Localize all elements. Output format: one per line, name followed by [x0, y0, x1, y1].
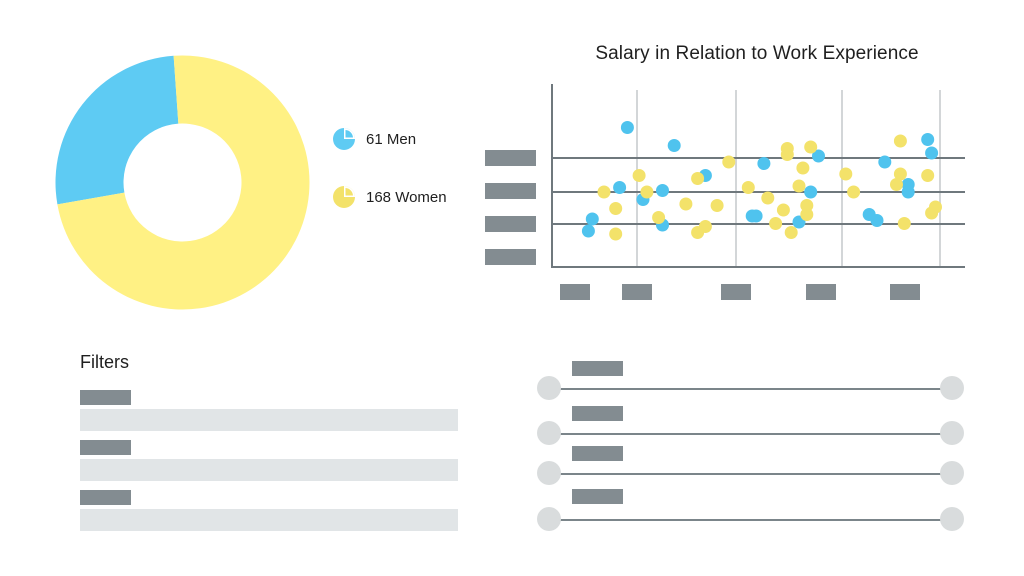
scatter-point-women [609, 227, 623, 241]
scatter-point-women [776, 203, 790, 217]
range-slider[interactable] [537, 507, 964, 533]
y-tick-label-placeholder [485, 216, 536, 232]
scatter-point-men [745, 209, 759, 223]
donut-slice-men [55, 55, 179, 205]
scatter-point-men [613, 181, 627, 194]
filter-input-field[interactable] [80, 409, 458, 431]
y-tick-label-placeholder [485, 183, 536, 199]
scatter-point-men [581, 224, 595, 238]
pie-icon [333, 186, 355, 208]
slider-min-handle[interactable] [537, 376, 561, 400]
filters-title: Filters [80, 352, 129, 372]
scatter-point-women [784, 226, 798, 239]
donut-slice-women [57, 55, 310, 310]
scatter-point-women [800, 208, 814, 221]
legend-women-label: 168 Women [366, 188, 447, 206]
slider-max-handle[interactable] [940, 461, 964, 485]
range-slider[interactable] [537, 376, 964, 402]
slider-track[interactable] [549, 388, 952, 390]
scatter-point-men [656, 184, 669, 197]
filter-input-field[interactable] [80, 459, 458, 481]
range-slider[interactable] [537, 461, 964, 487]
scatter-point-women [761, 191, 775, 205]
scatter-point-women [780, 148, 794, 161]
y-tick-label-placeholder [485, 150, 536, 166]
scatter-point-men [878, 155, 892, 169]
pie-icon [333, 128, 355, 150]
slider-label-placeholder [572, 361, 623, 376]
legend-men-label: 61 Men [366, 130, 417, 148]
legend-men: 61 Men [332, 127, 416, 151]
x-tick-label-placeholder [806, 284, 836, 300]
scatter-point-women [597, 185, 611, 199]
scatter-point-women [741, 181, 755, 194]
scatter-point-women [890, 178, 903, 191]
slider-label-placeholder [572, 489, 623, 504]
slider-max-handle[interactable] [940, 421, 964, 445]
scatter-point-women [839, 167, 853, 181]
filter-label-placeholder [80, 490, 131, 505]
scatter-point-women [792, 179, 806, 193]
x-tick-label-placeholder [622, 284, 652, 300]
scatter-point-women [925, 206, 939, 220]
scatter-point-women [632, 169, 646, 182]
scatter-point-women [722, 155, 736, 169]
scatter-point-women [847, 185, 861, 199]
scatter-point-women [691, 172, 705, 185]
legend-women: 168 Women [332, 185, 447, 209]
scatter-point-men [925, 146, 939, 160]
x-tick-label-placeholder [721, 284, 751, 300]
scatter-point-men [585, 212, 599, 226]
scatter-point-women [893, 167, 907, 181]
filter-label-placeholder [80, 440, 131, 455]
scatter-point-women [698, 220, 712, 233]
scatter-point-women [679, 197, 693, 211]
slider-track[interactable] [549, 473, 952, 475]
scatter-point-women [897, 217, 911, 230]
gender-donut-chart [55, 55, 310, 310]
slider-max-handle[interactable] [940, 376, 964, 400]
slider-min-handle[interactable] [537, 421, 561, 445]
slider-min-handle[interactable] [537, 461, 561, 485]
scatter-chart-title: Salary in Relation to Work Experience [595, 43, 919, 64]
salary-scatter-chart [485, 84, 965, 300]
slider-label-placeholder [572, 406, 623, 421]
range-slider[interactable] [537, 421, 964, 447]
scatter-point-women [652, 211, 666, 224]
slider-label-placeholder [572, 446, 623, 461]
scatter-point-women [921, 169, 935, 182]
scatter-point-men [901, 185, 915, 199]
scatter-point-men [757, 157, 771, 170]
slider-track[interactable] [549, 519, 952, 521]
scatter-point-men [862, 208, 876, 221]
scatter-point-women [796, 161, 810, 175]
filter-label-placeholder [80, 390, 131, 405]
scatter-point-men [812, 149, 825, 163]
scatter-point-men [667, 139, 681, 152]
scatter-point-women [893, 134, 907, 148]
x-tick-label-placeholder [890, 284, 920, 300]
scatter-point-men [921, 133, 935, 146]
slider-track[interactable] [549, 433, 952, 435]
x-tick-label-placeholder [560, 284, 590, 300]
scatter-point-women [640, 185, 654, 199]
scatter-point-women [800, 199, 814, 212]
scatter-point-women [804, 140, 818, 154]
slider-min-handle[interactable] [537, 507, 561, 531]
scatter-point-women [609, 202, 623, 215]
filter-input-field[interactable] [80, 509, 458, 531]
slider-max-handle[interactable] [940, 507, 964, 531]
scatter-point-women [710, 199, 724, 212]
scatter-point-men [804, 185, 818, 199]
y-tick-label-placeholder [485, 249, 536, 265]
scatter-point-women [769, 217, 783, 230]
scatter-point-men [620, 121, 634, 134]
